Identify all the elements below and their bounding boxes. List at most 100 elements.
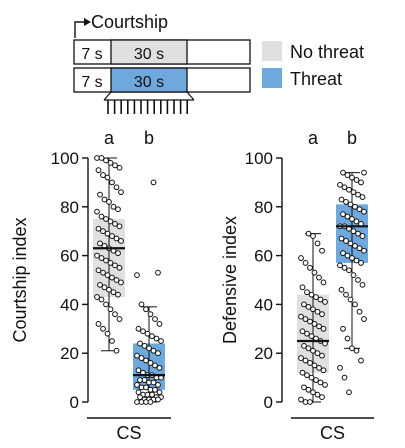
data-point (146, 345, 152, 352)
data-point (340, 169, 346, 176)
data-point (361, 247, 367, 254)
data-point (337, 364, 343, 371)
data-point (316, 323, 322, 330)
data-point (112, 220, 118, 227)
data-point (147, 311, 154, 318)
y-tick-label: 20 (254, 344, 273, 363)
data-point (150, 347, 157, 354)
data-point (343, 238, 349, 244)
y-tick-label: 80 (60, 198, 79, 217)
data-point (316, 364, 322, 371)
significance-letter: a (104, 128, 115, 148)
data-point (311, 269, 318, 276)
row2-pre-label: 7 s (81, 74, 102, 91)
data-point (307, 399, 313, 405)
data-point (135, 325, 142, 332)
data-point (349, 216, 355, 222)
data-point (97, 191, 103, 198)
data-point (150, 379, 157, 386)
data-point (347, 240, 354, 247)
y-tick-label: 80 (254, 198, 273, 217)
data-point (107, 159, 114, 166)
data-point (109, 274, 115, 281)
data-point (155, 382, 161, 388)
data-point (103, 257, 109, 264)
data-point (98, 255, 105, 261)
data-point (156, 389, 163, 396)
row2-cs-block (110, 67, 188, 93)
data-point (107, 218, 114, 225)
data-point (100, 269, 106, 276)
data-point (313, 294, 319, 300)
data-point (115, 206, 121, 213)
data-point (110, 203, 117, 210)
defensive-index-plot: 0 20 40 60 80 100 Defensive index CS a b (220, 128, 374, 443)
data-point (355, 230, 361, 237)
data-point (310, 347, 316, 354)
data-point (101, 284, 108, 291)
data-point (134, 272, 140, 279)
threat-stimulus-bracket (103, 91, 195, 101)
data-point (103, 157, 109, 164)
data-point (118, 238, 124, 244)
data-point (298, 355, 304, 361)
data-point (106, 286, 112, 293)
data-point (94, 294, 100, 300)
data-point (302, 260, 309, 266)
data-point (155, 350, 161, 357)
data-point (104, 272, 111, 279)
data-point (338, 235, 345, 242)
data-point (113, 184, 120, 191)
y-tick-label: 60 (254, 247, 273, 266)
data-point (118, 189, 124, 196)
data-point (359, 281, 366, 288)
data-point (344, 335, 351, 342)
protocol-schematic: Courtship 7 s 30 s 7 s 30 s No threat Th… (73, 12, 364, 114)
data-point (100, 172, 106, 178)
courtship-arrowhead (84, 18, 91, 26)
data-point (155, 269, 161, 276)
data-point (143, 384, 149, 391)
legend-label-threat: Threat (290, 69, 342, 89)
data-point (156, 364, 163, 371)
x-axis-title: CS (116, 423, 141, 443)
data-point (94, 208, 100, 215)
data-point (137, 340, 143, 347)
data-point (319, 247, 325, 254)
data-point (305, 230, 312, 237)
y-tick-label: 20 (60, 344, 79, 363)
data-point (320, 367, 327, 374)
data-point (113, 277, 120, 283)
courtship-index-plot: 0 20 40 60 80 100 Courtship index CS a b (10, 128, 171, 443)
data-point (320, 279, 327, 286)
legend-label-no-threat: No threat (290, 42, 364, 62)
y-tick-label: 100 (51, 149, 79, 168)
data-point (343, 291, 349, 298)
data-point (115, 291, 121, 298)
data-point (337, 262, 343, 269)
data-point (322, 382, 328, 388)
data-point (98, 296, 105, 303)
data-point (95, 267, 102, 274)
data-point (98, 155, 105, 161)
data-point (353, 257, 360, 264)
data-point (308, 291, 315, 298)
data-point (349, 345, 355, 352)
data-point (150, 179, 157, 186)
data-point (143, 306, 149, 313)
y-tick-label: 100 (245, 149, 273, 168)
data-point (107, 260, 114, 266)
significance-letter: a (308, 128, 319, 148)
courtship-arrow (74, 21, 84, 38)
data-point (143, 357, 149, 364)
data-point (147, 399, 154, 405)
data-point (298, 255, 304, 261)
data-point (346, 267, 352, 274)
data-point (307, 318, 313, 325)
data-point (94, 252, 100, 259)
data-point (346, 389, 352, 396)
data-point (305, 345, 312, 352)
data-point (116, 264, 123, 271)
data-point (152, 386, 158, 393)
